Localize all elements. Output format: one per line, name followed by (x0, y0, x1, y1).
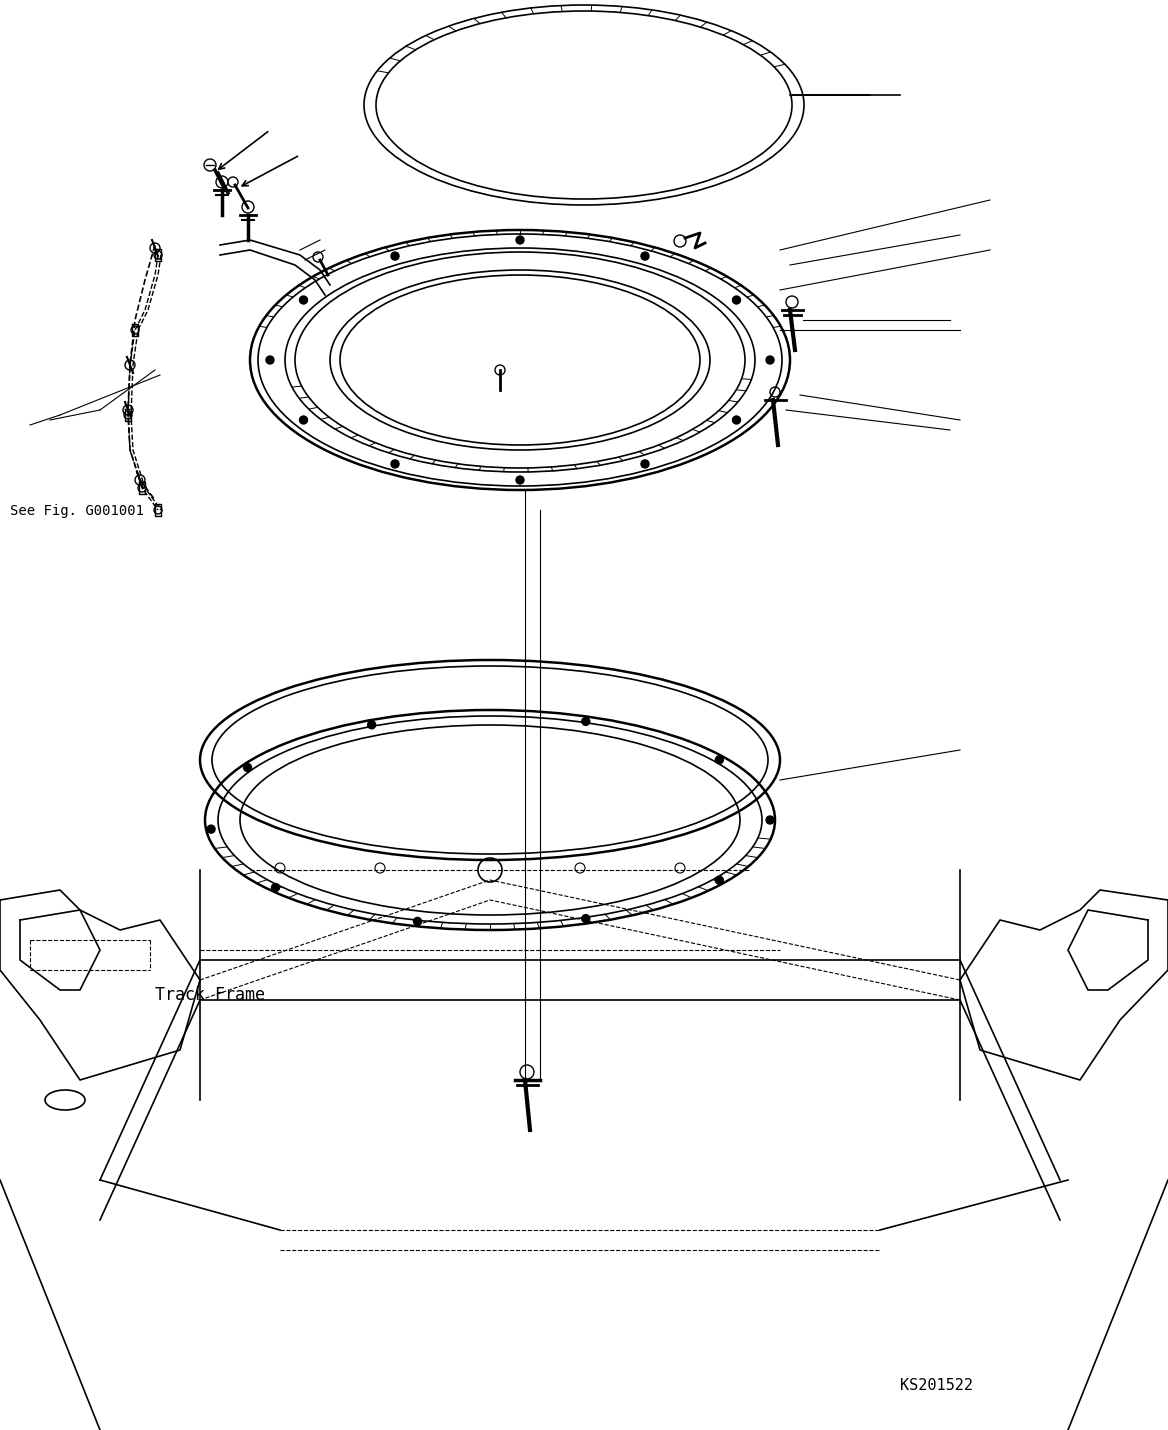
Circle shape (766, 356, 774, 365)
Circle shape (641, 460, 649, 468)
Circle shape (516, 236, 524, 245)
Circle shape (582, 915, 590, 922)
Circle shape (641, 252, 649, 260)
Circle shape (732, 416, 741, 425)
Circle shape (207, 825, 215, 834)
Polygon shape (960, 889, 1168, 1080)
Circle shape (413, 918, 422, 925)
Circle shape (299, 416, 307, 425)
Circle shape (243, 764, 251, 772)
Circle shape (271, 884, 279, 891)
Circle shape (732, 296, 741, 305)
Text: KS201522: KS201522 (901, 1379, 973, 1393)
Circle shape (391, 460, 399, 468)
Circle shape (368, 721, 376, 729)
Circle shape (715, 877, 723, 884)
Circle shape (391, 252, 399, 260)
Polygon shape (0, 889, 200, 1080)
Circle shape (266, 356, 274, 365)
Circle shape (299, 296, 307, 305)
Circle shape (516, 476, 524, 483)
Text: See Fig. G001001: See Fig. G001001 (11, 503, 144, 518)
Text: Track Frame: Track Frame (155, 987, 265, 1004)
Circle shape (766, 817, 774, 824)
Circle shape (715, 756, 723, 764)
Circle shape (582, 718, 590, 725)
